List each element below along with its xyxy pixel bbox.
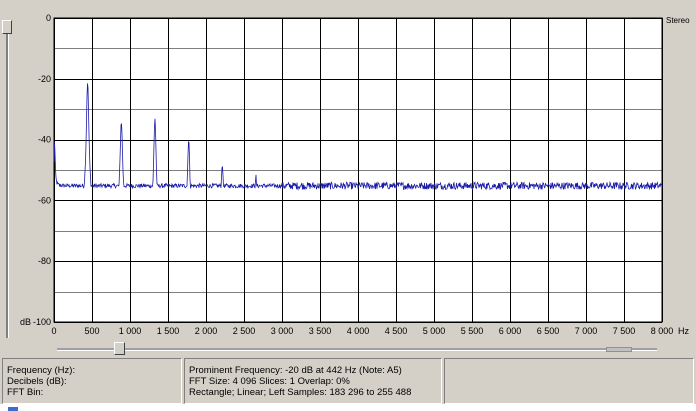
fft-settings-text: FFT Size: 4 096 Slices: 1 Overlap: 0%	[189, 376, 350, 387]
cursor-readout-panel: Frequency (Hz): Decibels (dB): FFT Bin:	[2, 358, 182, 404]
frequency-slider-track	[57, 348, 657, 351]
x-tick-label: 8 000	[651, 326, 674, 336]
window-samples-text: Rectangle; Linear; Left Samples: 183 296…	[189, 387, 412, 398]
zoom-range-handle[interactable]	[606, 347, 632, 352]
x-tick-label: 7 500	[613, 326, 636, 336]
chart-area: 0 -20 -40 -60 -80 -100 0 500 1 000 1 500 2 000 2 5…	[15, 0, 696, 344]
y-axis-unit: dB	[20, 317, 31, 327]
y-tick-label: -100	[33, 317, 51, 327]
x-tick-label: 1 500	[157, 326, 180, 336]
y-tick-label: -40	[38, 135, 51, 145]
footer-mark	[8, 407, 18, 411]
x-tick-label: 3 000	[271, 326, 294, 336]
y-tick-label: -80	[38, 256, 51, 266]
empty-status-panel	[444, 358, 694, 404]
vertical-slider-thumb[interactable]	[2, 20, 12, 34]
y-tick-label: -20	[38, 74, 51, 84]
x-tick-label: 0	[51, 326, 56, 336]
footer-strip	[0, 404, 696, 411]
x-tick-label: 7 000	[575, 326, 598, 336]
channel-label: Stereo	[666, 16, 690, 25]
frequency-slider-thumb[interactable]	[114, 342, 125, 355]
fft-bin-readout: FFT Bin:	[7, 387, 44, 398]
vertical-slider-track	[6, 34, 9, 338]
y-tick-label: -60	[38, 195, 51, 205]
x-tick-label: 2 000	[195, 326, 218, 336]
y-axis-ticks: 0 -20 -40 -60 -80 -100	[33, 13, 51, 327]
decibels-readout: Decibels (dB):	[7, 376, 67, 387]
x-tick-label: 4 000	[347, 326, 370, 336]
analysis-info-panel: Prominent Frequency: -20 dB at 442 Hz (N…	[184, 358, 442, 404]
x-tick-label: 4 500	[385, 326, 408, 336]
x-tick-label: 6 000	[499, 326, 522, 336]
x-tick-label: 1 000	[119, 326, 142, 336]
x-tick-label: 5 500	[461, 326, 484, 336]
vertical-scale-slider[interactable]	[0, 0, 15, 344]
prominent-frequency-text: Prominent Frequency: -20 dB at 442 Hz (N…	[189, 365, 402, 376]
spectrum-trace	[53, 83, 663, 191]
frequency-spectrum-chart: 0 -20 -40 -60 -80 -100 0 500 1 000 1 500 2 000 2 5…	[20, 13, 690, 336]
x-tick-label: 5 000	[423, 326, 446, 336]
x-tick-label: 3 500	[309, 326, 332, 336]
y-tick-label: 0	[46, 13, 51, 23]
x-tick-label: 2 500	[233, 326, 256, 336]
x-tick-label: 6 500	[537, 326, 560, 336]
x-tick-label: 500	[84, 326, 99, 336]
grid	[54, 18, 663, 323]
frequency-readout: Frequency (Hz):	[7, 365, 76, 376]
x-axis-ticks: 0 500 1 000 1 500 2 000 2 500 3 000 3 500 4 000 4…	[51, 326, 673, 336]
x-axis-unit: Hz	[678, 326, 689, 336]
